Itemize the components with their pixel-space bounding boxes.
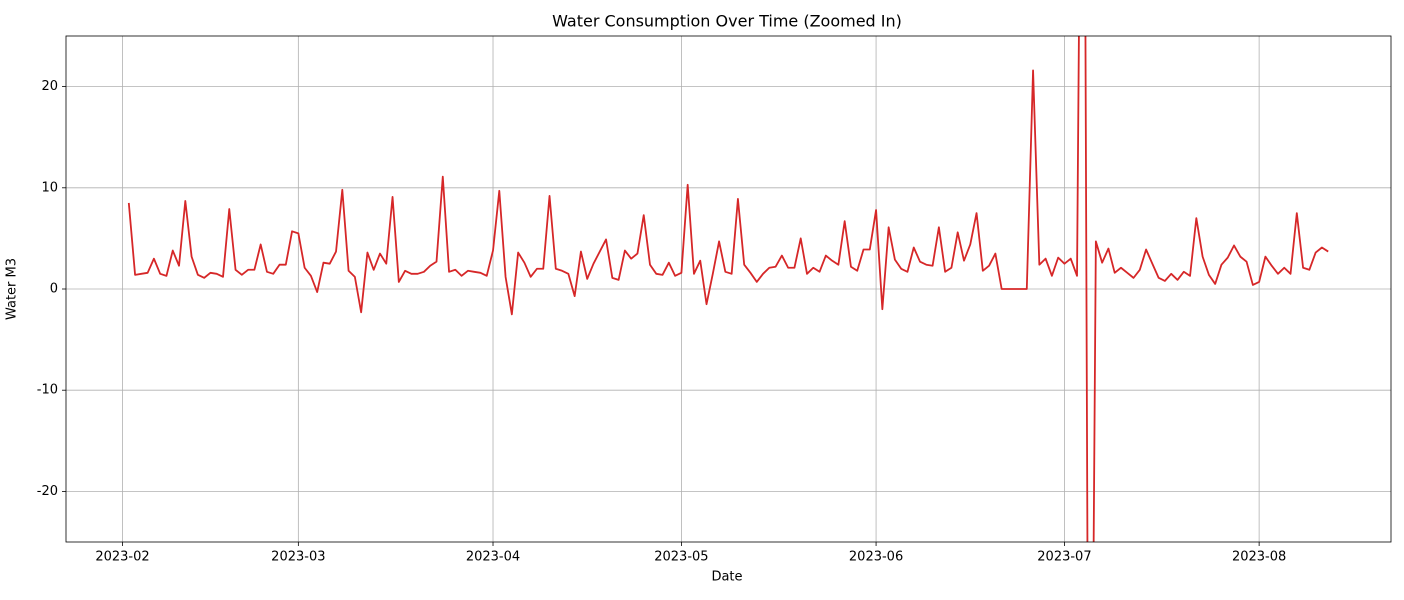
x-tick-label: 2023-06 — [849, 550, 903, 565]
data-line — [127, 36, 1329, 542]
x-tick-label: 2023-03 — [271, 550, 325, 565]
y-axis-label: Water M3 — [5, 258, 20, 320]
x-axis-label: Date — [711, 570, 742, 585]
x-tick-label: 2023-04 — [466, 550, 520, 565]
plot-area — [127, 36, 1329, 542]
grid — [66, 36, 1391, 542]
x-tick-label: 2023-05 — [654, 550, 708, 565]
chart-title: Water Consumption Over Time (Zoomed In) — [552, 12, 902, 31]
y-tick-label: 20 — [41, 79, 58, 94]
y-tick-label: -20 — [37, 484, 58, 499]
x-tick-label: 2023-02 — [95, 550, 149, 565]
y-tick-label: -10 — [37, 383, 58, 398]
x-tick-label: 2023-07 — [1037, 550, 1091, 565]
y-tick-label: 0 — [50, 282, 58, 297]
y-tick-label: 10 — [41, 180, 58, 195]
x-tick-label: 2023-08 — [1232, 550, 1286, 565]
